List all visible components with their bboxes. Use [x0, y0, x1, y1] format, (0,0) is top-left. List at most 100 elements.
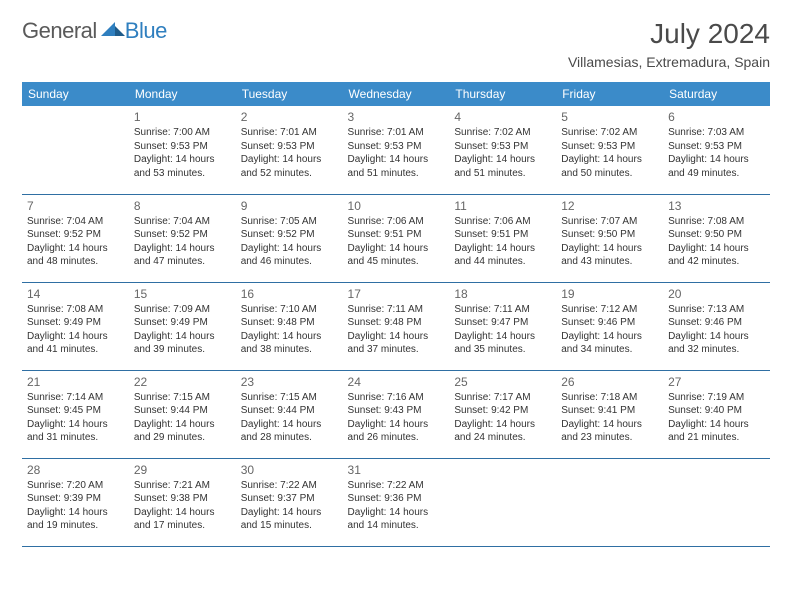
day-cell: 28Sunrise: 7:20 AMSunset: 9:39 PMDayligh… — [22, 458, 129, 546]
day-header: Friday — [556, 82, 663, 106]
day-header: Saturday — [663, 82, 770, 106]
day-number: 21 — [27, 374, 124, 390]
sunrise-line: Sunrise: 7:04 AM — [134, 215, 231, 229]
daylight-line: Daylight: 14 hours and 53 minutes. — [134, 153, 231, 180]
day-number: 24 — [348, 374, 445, 390]
day-cell: 16Sunrise: 7:10 AMSunset: 9:48 PMDayligh… — [236, 282, 343, 370]
sunrise-line: Sunrise: 7:08 AM — [27, 303, 124, 317]
daylight-line: Daylight: 14 hours and 51 minutes. — [348, 153, 445, 180]
day-cell: 3Sunrise: 7:01 AMSunset: 9:53 PMDaylight… — [343, 106, 450, 194]
day-cell: 8Sunrise: 7:04 AMSunset: 9:52 PMDaylight… — [129, 194, 236, 282]
sunset-line: Sunset: 9:43 PM — [348, 404, 445, 418]
daylight-line: Daylight: 14 hours and 29 minutes. — [134, 418, 231, 445]
day-cell: 1Sunrise: 7:00 AMSunset: 9:53 PMDaylight… — [129, 106, 236, 194]
sunset-line: Sunset: 9:53 PM — [241, 140, 338, 154]
day-number: 28 — [27, 462, 124, 478]
day-number: 11 — [454, 198, 551, 214]
sunrise-line: Sunrise: 7:00 AM — [134, 126, 231, 140]
empty-cell — [449, 458, 556, 546]
sunset-line: Sunset: 9:52 PM — [134, 228, 231, 242]
day-number: 1 — [134, 109, 231, 125]
sunset-line: Sunset: 9:53 PM — [454, 140, 551, 154]
day-header: Sunday — [22, 82, 129, 106]
day-number: 26 — [561, 374, 658, 390]
daylight-line: Daylight: 14 hours and 41 minutes. — [27, 330, 124, 357]
daylight-line: Daylight: 14 hours and 44 minutes. — [454, 242, 551, 269]
day-number: 20 — [668, 286, 765, 302]
sunrise-line: Sunrise: 7:08 AM — [668, 215, 765, 229]
day-cell: 19Sunrise: 7:12 AMSunset: 9:46 PMDayligh… — [556, 282, 663, 370]
day-number: 18 — [454, 286, 551, 302]
sunrise-line: Sunrise: 7:22 AM — [241, 479, 338, 493]
sunset-line: Sunset: 9:45 PM — [27, 404, 124, 418]
sunrise-line: Sunrise: 7:01 AM — [348, 126, 445, 140]
day-cell: 4Sunrise: 7:02 AMSunset: 9:53 PMDaylight… — [449, 106, 556, 194]
logo: General Blue — [22, 18, 167, 44]
logo-mark-icon — [101, 22, 125, 40]
day-number: 7 — [27, 198, 124, 214]
day-number: 19 — [561, 286, 658, 302]
daylight-line: Daylight: 14 hours and 14 minutes. — [348, 506, 445, 533]
day-cell: 27Sunrise: 7:19 AMSunset: 9:40 PMDayligh… — [663, 370, 770, 458]
sunset-line: Sunset: 9:41 PM — [561, 404, 658, 418]
day-cell: 7Sunrise: 7:04 AMSunset: 9:52 PMDaylight… — [22, 194, 129, 282]
sunset-line: Sunset: 9:49 PM — [134, 316, 231, 330]
logo-word-blue: Blue — [125, 18, 167, 44]
sunrise-line: Sunrise: 7:07 AM — [561, 215, 658, 229]
week-row: 1Sunrise: 7:00 AMSunset: 9:53 PMDaylight… — [22, 106, 770, 194]
daylight-line: Daylight: 14 hours and 43 minutes. — [561, 242, 658, 269]
daylight-line: Daylight: 14 hours and 47 minutes. — [134, 242, 231, 269]
daylight-line: Daylight: 14 hours and 51 minutes. — [454, 153, 551, 180]
empty-cell — [556, 458, 663, 546]
page-header: General Blue July 2024 Villamesias, Extr… — [22, 18, 770, 70]
day-header-row: SundayMondayTuesdayWednesdayThursdayFrid… — [22, 82, 770, 106]
sunrise-line: Sunrise: 7:13 AM — [668, 303, 765, 317]
sunset-line: Sunset: 9:50 PM — [668, 228, 765, 242]
day-cell: 30Sunrise: 7:22 AMSunset: 9:37 PMDayligh… — [236, 458, 343, 546]
sunset-line: Sunset: 9:53 PM — [668, 140, 765, 154]
sunset-line: Sunset: 9:50 PM — [561, 228, 658, 242]
empty-cell — [663, 458, 770, 546]
daylight-line: Daylight: 14 hours and 42 minutes. — [668, 242, 765, 269]
sunrise-line: Sunrise: 7:02 AM — [561, 126, 658, 140]
day-cell: 11Sunrise: 7:06 AMSunset: 9:51 PMDayligh… — [449, 194, 556, 282]
day-number: 13 — [668, 198, 765, 214]
week-row: 28Sunrise: 7:20 AMSunset: 9:39 PMDayligh… — [22, 458, 770, 546]
daylight-line: Daylight: 14 hours and 19 minutes. — [27, 506, 124, 533]
sunrise-line: Sunrise: 7:15 AM — [241, 391, 338, 405]
day-number: 14 — [27, 286, 124, 302]
sunrise-line: Sunrise: 7:01 AM — [241, 126, 338, 140]
daylight-line: Daylight: 14 hours and 31 minutes. — [27, 418, 124, 445]
sunset-line: Sunset: 9:51 PM — [348, 228, 445, 242]
location-text: Villamesias, Extremadura, Spain — [568, 54, 770, 70]
sunrise-line: Sunrise: 7:14 AM — [27, 391, 124, 405]
sunset-line: Sunset: 9:49 PM — [27, 316, 124, 330]
sunset-line: Sunset: 9:53 PM — [561, 140, 658, 154]
day-number: 6 — [668, 109, 765, 125]
calendar-body: 1Sunrise: 7:00 AMSunset: 9:53 PMDaylight… — [22, 106, 770, 546]
sunrise-line: Sunrise: 7:09 AM — [134, 303, 231, 317]
daylight-line: Daylight: 14 hours and 24 minutes. — [454, 418, 551, 445]
day-cell: 21Sunrise: 7:14 AMSunset: 9:45 PMDayligh… — [22, 370, 129, 458]
day-cell: 2Sunrise: 7:01 AMSunset: 9:53 PMDaylight… — [236, 106, 343, 194]
day-cell: 17Sunrise: 7:11 AMSunset: 9:48 PMDayligh… — [343, 282, 450, 370]
sunrise-line: Sunrise: 7:04 AM — [27, 215, 124, 229]
month-title: July 2024 — [568, 18, 770, 50]
sunrise-line: Sunrise: 7:16 AM — [348, 391, 445, 405]
day-cell: 6Sunrise: 7:03 AMSunset: 9:53 PMDaylight… — [663, 106, 770, 194]
sunset-line: Sunset: 9:46 PM — [668, 316, 765, 330]
sunrise-line: Sunrise: 7:22 AM — [348, 479, 445, 493]
day-cell: 29Sunrise: 7:21 AMSunset: 9:38 PMDayligh… — [129, 458, 236, 546]
title-block: July 2024 Villamesias, Extremadura, Spai… — [568, 18, 770, 70]
sunset-line: Sunset: 9:38 PM — [134, 492, 231, 506]
daylight-line: Daylight: 14 hours and 52 minutes. — [241, 153, 338, 180]
sunrise-line: Sunrise: 7:18 AM — [561, 391, 658, 405]
week-row: 7Sunrise: 7:04 AMSunset: 9:52 PMDaylight… — [22, 194, 770, 282]
empty-cell — [22, 106, 129, 194]
day-number: 10 — [348, 198, 445, 214]
day-cell: 10Sunrise: 7:06 AMSunset: 9:51 PMDayligh… — [343, 194, 450, 282]
sunrise-line: Sunrise: 7:02 AM — [454, 126, 551, 140]
day-cell: 14Sunrise: 7:08 AMSunset: 9:49 PMDayligh… — [22, 282, 129, 370]
sunset-line: Sunset: 9:47 PM — [454, 316, 551, 330]
day-number: 2 — [241, 109, 338, 125]
